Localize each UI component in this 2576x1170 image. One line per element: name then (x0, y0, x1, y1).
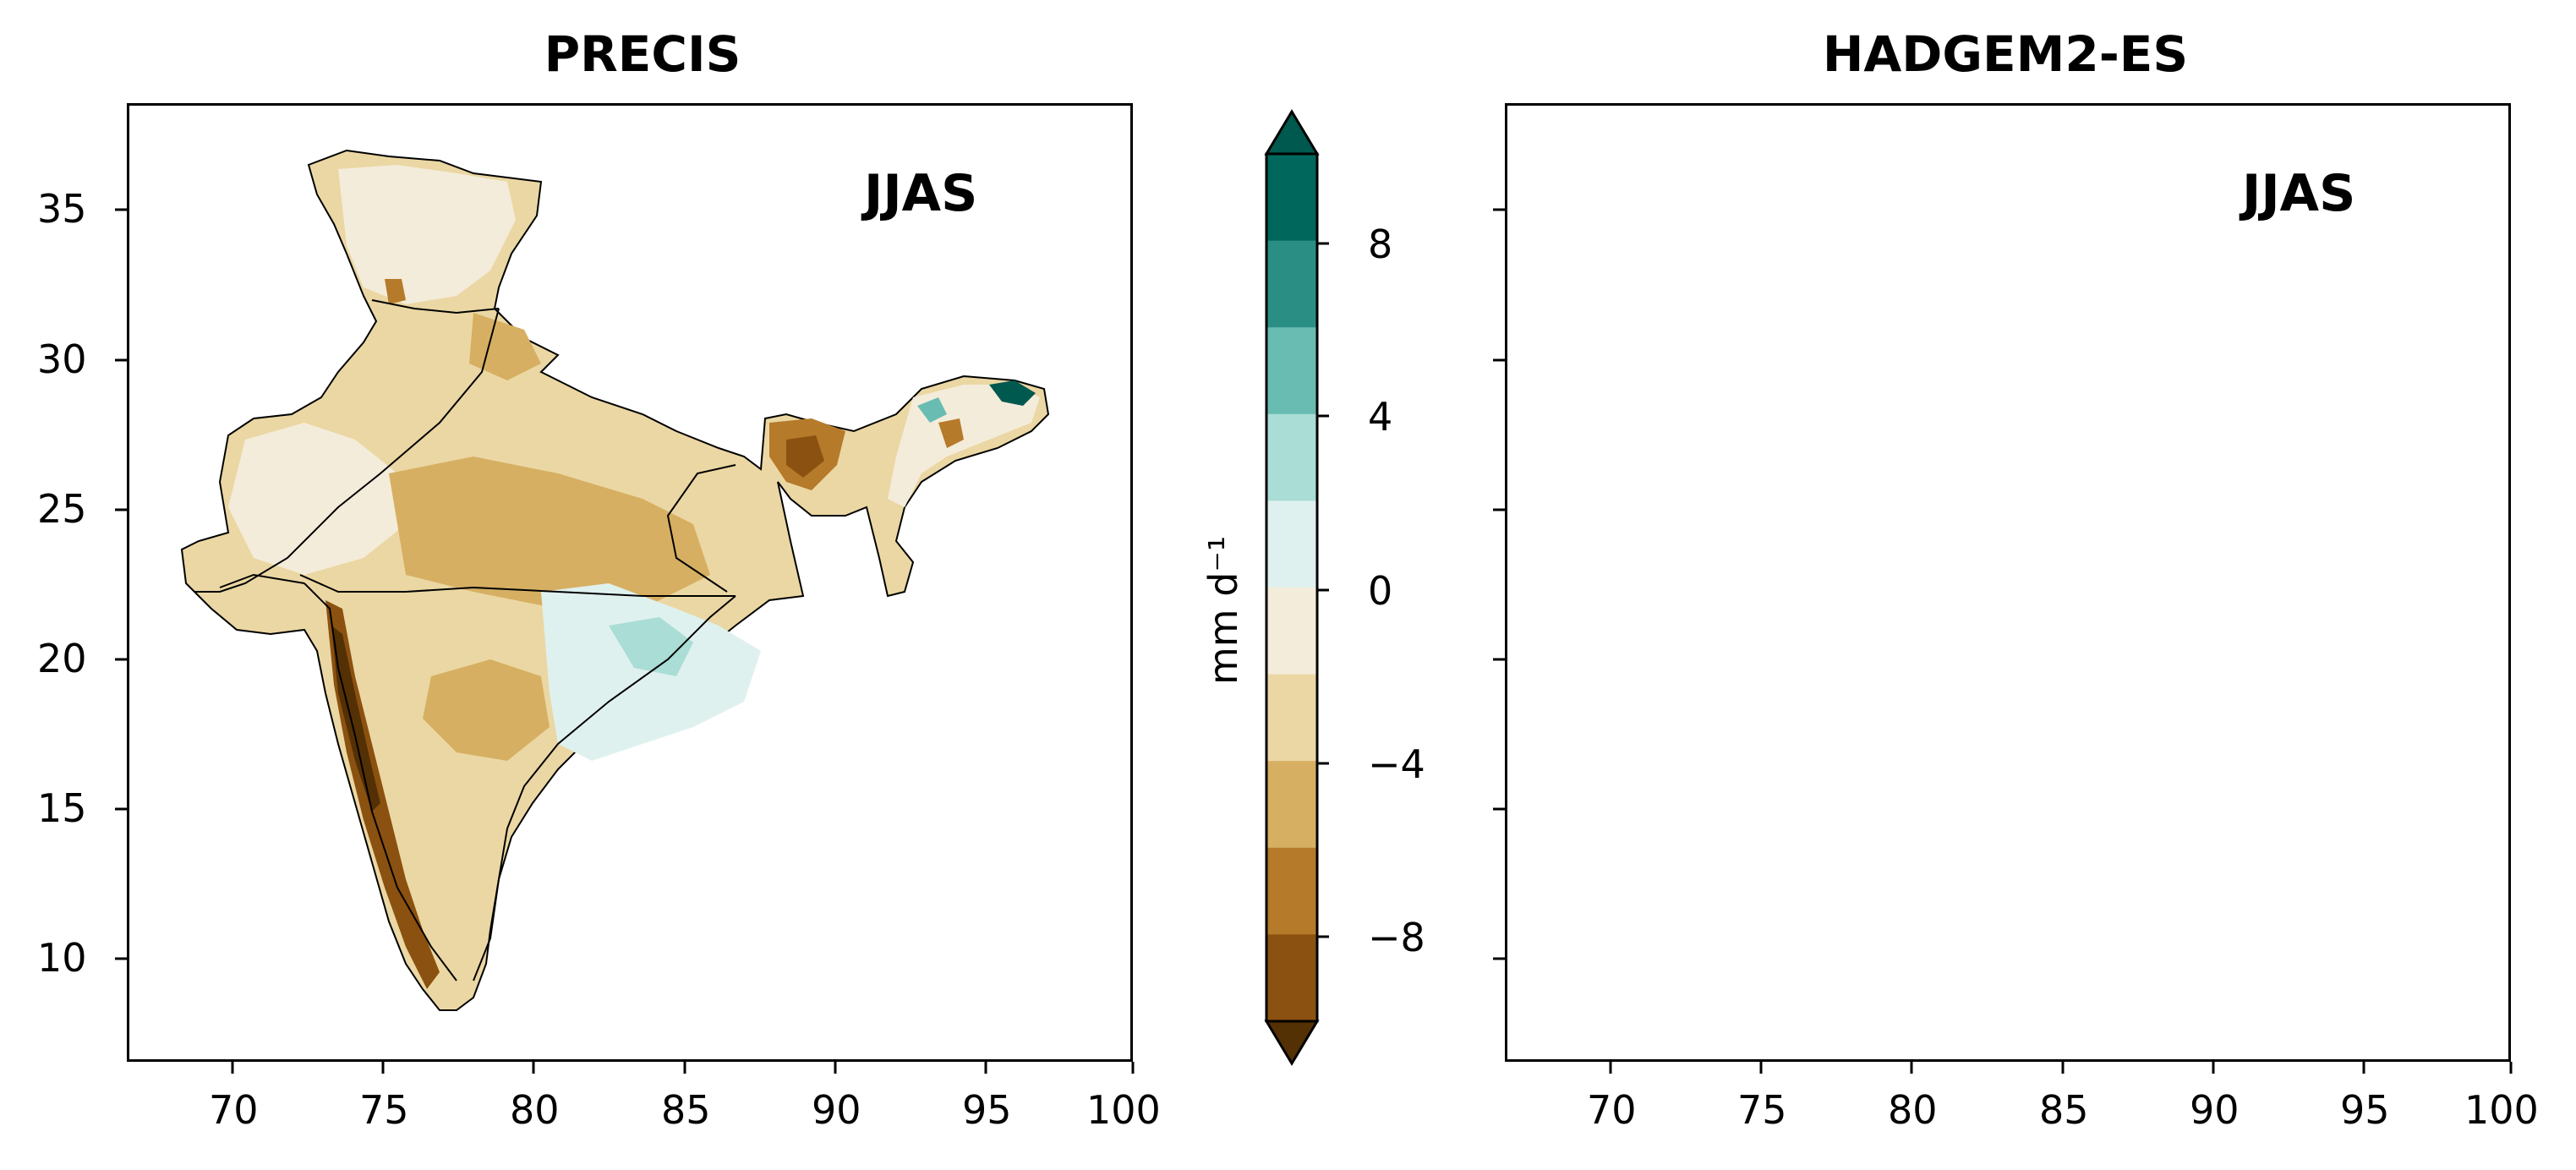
y-tick-label: 10 (37, 935, 87, 981)
colorbar-swatch (1266, 500, 1317, 588)
x-tick-label: 100 (1086, 1087, 1161, 1133)
colorbar-swatch (1266, 847, 1317, 935)
x-tick-label: 100 (2464, 1087, 2539, 1133)
map-hadgem (1560, 150, 2426, 1010)
colorbar-swatch (1266, 240, 1317, 328)
ticks-hadgem (1493, 208, 2513, 1074)
season-label-hadgem: JJAS (2242, 164, 2356, 223)
y-tick-label: 35 (37, 186, 87, 232)
y-tick-label: 30 (37, 336, 87, 382)
x-tick-label: 85 (661, 1087, 711, 1133)
colorbar-swatch (1266, 327, 1317, 415)
colorbar-tick-label: −4 (1368, 741, 1425, 787)
panel-title-precis: PRECIS (544, 25, 741, 83)
x-tick-label: 75 (1737, 1087, 1787, 1133)
panel-title-hadgem: HADGEM2-ES (1822, 25, 2189, 83)
x-tick-label: 90 (812, 1087, 861, 1133)
map-axes-hadgem (1505, 103, 2511, 1062)
colorbar-swatch (1266, 934, 1317, 1022)
colorbar-swatch (1266, 588, 1317, 675)
colorbar-tick-label: 8 (1368, 221, 1393, 267)
ticks-precis (115, 208, 1135, 1074)
x-tick-label: 95 (962, 1087, 1012, 1133)
colorbar-extend-bottom (1264, 1020, 1320, 1066)
colorbar-unit-label: mm d⁻¹ (1200, 535, 1246, 685)
colorbar-swatch (1266, 674, 1317, 762)
colorbar-tick-label: 4 (1368, 394, 1393, 440)
x-tick-label: 95 (2340, 1087, 2390, 1133)
season-label-precis: JJAS (864, 164, 978, 223)
india-landmass-hadgem (1560, 150, 2426, 1010)
x-tick-label: 70 (1587, 1087, 1637, 1133)
colorbar-swatch (1266, 761, 1317, 849)
y-tick-label: 25 (37, 486, 87, 532)
x-tick-label: 90 (2190, 1087, 2240, 1133)
y-tick-label: 20 (37, 636, 87, 681)
x-tick-label: 75 (359, 1087, 409, 1133)
colorbar (1264, 109, 1329, 1066)
x-tick-label: 70 (209, 1087, 259, 1133)
x-tick-label: 85 (2039, 1087, 2089, 1133)
colorbar-frame (1265, 152, 1319, 1023)
colorbar-swatch (1266, 154, 1317, 242)
x-tick-label: 80 (510, 1087, 560, 1133)
x-tick-label: 80 (1888, 1087, 1938, 1133)
colorbar-tick-label: −8 (1368, 915, 1425, 960)
map-precis (180, 149, 1050, 1011)
colorbar-tick-label: 0 (1368, 568, 1393, 614)
y-tick-label: 15 (37, 785, 87, 831)
colorbar-extend-top (1264, 109, 1320, 156)
colorbar-swatch (1266, 413, 1317, 501)
